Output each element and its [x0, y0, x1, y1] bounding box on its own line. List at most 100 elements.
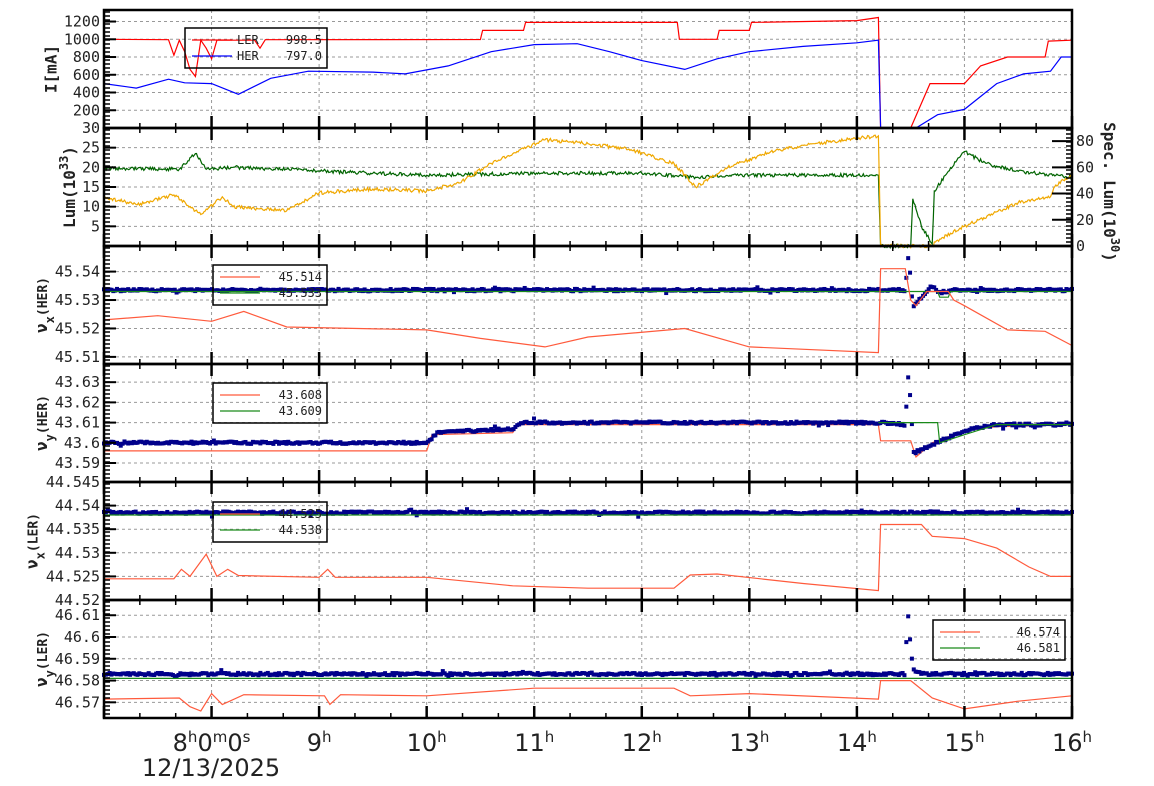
- x-tick-label-part: 0: [227, 729, 242, 757]
- x-tick-label: 11h: [514, 728, 554, 757]
- data-point: [971, 672, 976, 677]
- data-point: [816, 423, 821, 428]
- right-y-label-sup: 30: [1108, 238, 1122, 252]
- x-tick-label: 15h: [944, 728, 984, 757]
- y-label-main: ν: [32, 323, 51, 333]
- data-point: [921, 447, 926, 452]
- data-point: [433, 433, 438, 438]
- legend: 45.514 45.533: [212, 264, 328, 306]
- y-tick-label: 25: [82, 139, 100, 157]
- data-point: [909, 656, 914, 661]
- data-point: [930, 511, 935, 516]
- data-point: [785, 671, 790, 676]
- legend-value: 45.533: [279, 286, 322, 300]
- data-point: [828, 288, 832, 293]
- data-point: [271, 441, 276, 446]
- data-point: [814, 420, 819, 425]
- data-point: [915, 300, 920, 305]
- x-tick-label-part: 0: [197, 729, 212, 757]
- x-tick-label-part: h: [867, 728, 877, 746]
- data-point: [511, 427, 516, 432]
- data-point: [219, 668, 224, 673]
- data-point: [308, 514, 313, 519]
- data-point: [755, 285, 760, 290]
- legend-box: [184, 27, 328, 69]
- data-point: [973, 670, 978, 675]
- x-tick-label-part: 13: [729, 729, 760, 757]
- right-y-label-rest: ): [1100, 252, 1119, 262]
- series-line: [104, 523, 1072, 592]
- y-tick-label: 44.53: [55, 544, 100, 562]
- data-point: [634, 510, 639, 515]
- data-point: [1021, 423, 1026, 428]
- x-tick-label-part: 15: [944, 729, 975, 757]
- data-point: [908, 637, 913, 642]
- legend-value: 44.538: [279, 523, 322, 537]
- y-label-rest: (HER): [36, 277, 51, 316]
- data-point: [913, 451, 918, 456]
- x-tick-label: 10h: [407, 728, 447, 757]
- data-point: [824, 420, 829, 425]
- x-tick-label-part: 10: [407, 729, 438, 757]
- data-point: [662, 287, 667, 292]
- x-tick-label-part: 11: [514, 729, 545, 757]
- x-tick-label-part: s: [243, 728, 251, 746]
- legend-box: [212, 382, 328, 424]
- data-point: [900, 671, 905, 676]
- data-point: [532, 416, 537, 421]
- data-point: [446, 674, 451, 679]
- series-line: [103, 150, 1073, 250]
- legend-value: 43.608: [279, 388, 322, 402]
- y-tick-label: 44.52: [55, 591, 100, 609]
- data-point: [960, 673, 965, 678]
- data-point: [636, 514, 641, 519]
- y-label-sub: x: [34, 552, 48, 559]
- right-y-tick-label: 80: [1076, 132, 1094, 150]
- data-point: [342, 509, 347, 514]
- y-label-rest: (LER): [27, 513, 42, 552]
- legend: 43.608 43.609: [212, 382, 328, 424]
- data-point: [928, 509, 933, 514]
- data-point: [976, 288, 981, 293]
- legend-label: LER: [237, 33, 259, 47]
- data-point: [438, 672, 443, 677]
- series-line: [878, 422, 1072, 444]
- data-point: [932, 285, 937, 290]
- data-point: [902, 673, 907, 678]
- data-point: [450, 287, 455, 292]
- data-point: [947, 436, 952, 441]
- y-tick-label: 200: [73, 101, 100, 119]
- legend-value: 797.0: [286, 49, 322, 63]
- x-tick-label: 12h: [622, 728, 662, 757]
- right-y-tick-label: 20: [1076, 211, 1094, 229]
- y-tick-label: 44.54: [55, 497, 100, 515]
- x-tick-label-part: 9: [307, 729, 322, 757]
- data-point: [859, 508, 864, 513]
- data-point: [249, 441, 254, 446]
- x-tick-label-part: 16: [1052, 729, 1083, 757]
- data-point: [440, 287, 445, 292]
- data-point: [664, 291, 669, 296]
- data-point: [172, 287, 177, 292]
- y-tick-label: 43.62: [55, 393, 100, 411]
- y-tick-label: 46.6: [64, 628, 100, 646]
- legend: 44.525 44.538: [212, 501, 328, 543]
- series-line: [103, 134, 1072, 249]
- x-tick-label-part: h: [545, 728, 555, 746]
- data-point: [939, 291, 944, 296]
- series-layer: [102, 16, 1074, 712]
- data-point: [364, 675, 369, 680]
- y-tick-label: 600: [73, 66, 100, 84]
- data-point: [217, 671, 222, 676]
- y-tick-label: 43.6: [64, 434, 100, 452]
- x-tick-label-part: h: [760, 728, 770, 746]
- data-point: [1012, 421, 1017, 426]
- y-tick-label: 43.63: [55, 373, 100, 391]
- data-point: [613, 287, 618, 292]
- data-point: [437, 509, 442, 514]
- data-point: [291, 509, 296, 514]
- y-tick-label: 45.51: [55, 348, 100, 366]
- data-point: [189, 439, 194, 444]
- data-point: [857, 511, 862, 516]
- data-point: [496, 286, 501, 291]
